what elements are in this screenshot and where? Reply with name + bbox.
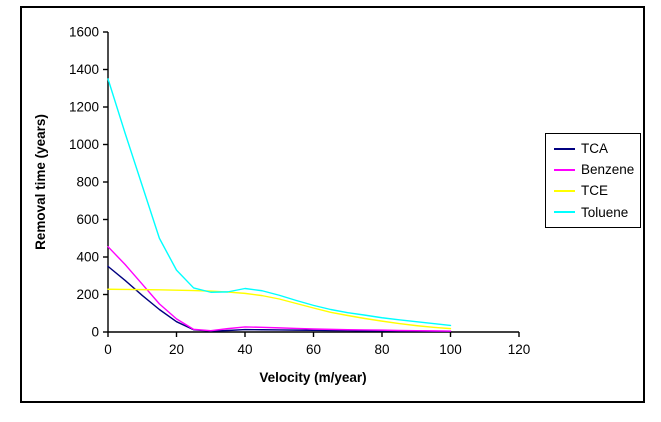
y-tick-label: 1200 (69, 100, 99, 115)
legend-label-benzene: Benzene (581, 162, 635, 178)
benzene-line-swatch-icon (554, 168, 575, 171)
axis-lines (107, 32, 519, 333)
x-tick-label: 80 (374, 342, 389, 357)
series-line-benzene (107, 245, 452, 332)
legend: TCA Benzene TCE Toluene (545, 133, 641, 228)
y-tick-label: 200 (76, 287, 99, 302)
y-tick-label: 1400 (69, 62, 99, 77)
y-tick-label: 800 (76, 175, 99, 190)
x-axis-title: Velocity (m/year) (259, 370, 366, 385)
axes (103, 31, 520, 337)
x-tick-label: 0 (104, 342, 112, 357)
series-line-toluene (107, 78, 452, 327)
x-tick-label: 100 (439, 342, 462, 357)
x-tick-label: 60 (306, 342, 321, 357)
legend-item-tca: TCA (546, 142, 640, 156)
legend-item-benzene: Benzene (546, 163, 640, 177)
y-tick-label: 1600 (69, 25, 99, 40)
legend-label-tca: TCA (581, 140, 608, 156)
toluene-line-swatch-icon (554, 211, 575, 214)
x-tick-label: 20 (169, 342, 184, 357)
y-tick-label: 400 (76, 250, 99, 265)
tca-line-swatch-icon (554, 147, 575, 150)
y-tick-label: 600 (76, 212, 99, 227)
series-line-tce (107, 288, 452, 330)
x-tick-label: 120 (508, 342, 531, 357)
y-tick-label: 1000 (69, 137, 99, 152)
y-axis-title: Removal time (years) (33, 114, 48, 250)
legend-label-toluene: Toluene (581, 204, 629, 220)
legend-item-toluene: Toluene (546, 206, 640, 220)
x-tick-label: 40 (237, 342, 252, 357)
tce-line-swatch-icon (554, 190, 575, 193)
figure-border (20, 6, 645, 403)
tick-labels: 0 200 400 600 800 1000 1200 1400 1600 0 20 40 60 80 10… (69, 25, 530, 358)
y-tick-label: 0 (91, 325, 99, 340)
legend-label-tce: TCE (581, 183, 608, 199)
legend-item-tce: TCE (546, 184, 640, 198)
series-lines (107, 78, 452, 332)
